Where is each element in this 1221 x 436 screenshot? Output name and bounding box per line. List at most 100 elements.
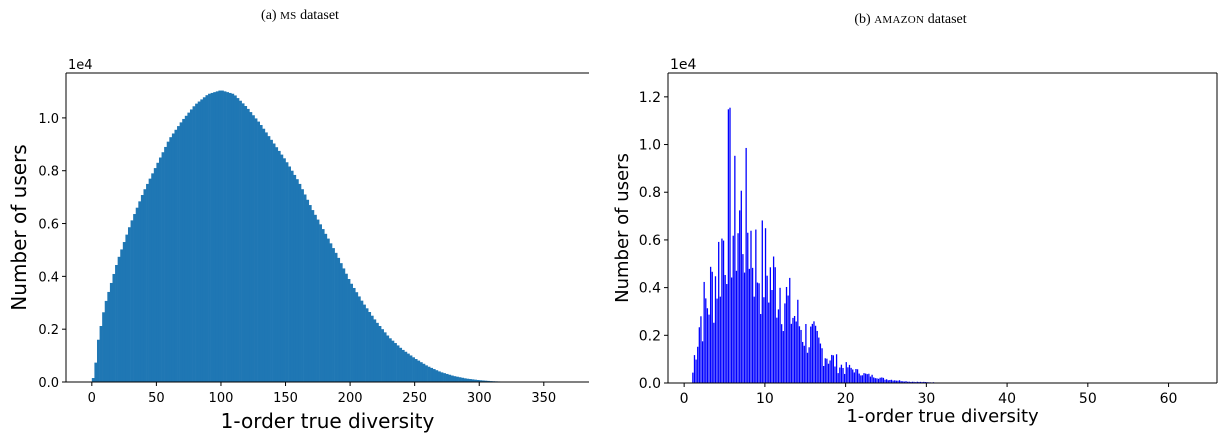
histogram-bar (474, 379, 477, 382)
histogram-bar (701, 341, 704, 383)
histogram-bar (127, 227, 131, 382)
histogram-bar (432, 369, 436, 382)
histogram-bar (743, 272, 746, 383)
histogram-bar (298, 183, 302, 382)
histogram-bar (368, 312, 372, 382)
histogram-bar (779, 287, 781, 383)
histogram-bar (814, 325, 817, 383)
y-axis-label: Number of users (612, 153, 633, 303)
histogram-bar (463, 378, 467, 382)
histogram-bar (711, 271, 713, 383)
histogram-bar (816, 330, 818, 383)
histogram-bar (866, 374, 868, 383)
histogram-bar (832, 355, 834, 383)
histogram-bar (844, 373, 846, 383)
histogram-bar (755, 229, 757, 383)
histogram-bar (781, 324, 783, 383)
histogram-bar (177, 126, 180, 382)
histogram-bar (845, 362, 847, 383)
histogram-bar (130, 220, 134, 382)
x-tick-label: 30 (917, 391, 935, 407)
histogram-bar (461, 377, 465, 382)
histogram-bar (737, 233, 739, 383)
histogram-bar (133, 214, 137, 382)
histogram-bar (774, 267, 776, 383)
x-tick-label: 60 (1160, 391, 1178, 407)
histogram-bar (887, 380, 889, 383)
histogram-bar (776, 317, 778, 383)
histogram-amazon: 0 10 20 30 40 50 60 0.0 0.2 0.4 0.6 0.8 1.0 1.2 1e4 1-o… (612, 57, 1218, 427)
histogram-bar (275, 147, 279, 382)
histogram-bar (719, 296, 721, 383)
histogram-bar (879, 377, 881, 383)
histogram-bar (751, 267, 754, 383)
histogram-bar (308, 205, 312, 382)
histogram-bar (313, 214, 317, 382)
histogram-bar (435, 370, 439, 382)
histogram-bar (223, 91, 227, 382)
histogram-bar (200, 99, 204, 383)
histogram-bar (161, 152, 165, 382)
histogram-bar (440, 372, 444, 382)
histogram-bar (437, 371, 441, 382)
histogram-bar (166, 141, 170, 382)
histogram-bar (834, 366, 836, 383)
histogram-bar (753, 296, 755, 383)
histogram-bar (793, 315, 796, 383)
histogram-bar (806, 352, 809, 383)
histogram-bar (808, 347, 810, 383)
histogram-bar (357, 296, 361, 382)
histogram-bar (819, 343, 822, 383)
histogram-bar (698, 327, 700, 383)
histogram-bar (285, 162, 289, 382)
histogram-bar (401, 349, 405, 382)
histogram-bar (239, 100, 242, 382)
y-tick-label: 0.2 (639, 328, 661, 344)
histogram-bar (445, 373, 449, 382)
histogram-bar (818, 337, 820, 383)
histogram-bar (290, 170, 294, 382)
histogram-bar (257, 121, 261, 382)
histogram-bar (823, 365, 825, 383)
histogram-bar (873, 377, 875, 383)
histogram-bar (466, 378, 470, 382)
histogram-bar (337, 257, 341, 382)
histogram-bar (215, 91, 219, 382)
histogram-bar (803, 345, 805, 383)
histogram-bar (228, 92, 232, 382)
histogram-bar (714, 276, 717, 383)
histogram-bar (766, 275, 768, 383)
histogram-bar (705, 298, 707, 383)
histogram-bar (730, 277, 733, 383)
histogram-bar (745, 147, 747, 383)
histogram-bar (869, 376, 872, 383)
histogram-bar (900, 381, 902, 383)
histogram-bar (112, 273, 116, 382)
y-tick-label: 1.0 (38, 112, 59, 127)
histogram-bar (734, 155, 736, 383)
histogram-bar (852, 369, 854, 383)
histogram-bar (226, 92, 230, 383)
histogram-bar (882, 377, 885, 383)
histogram-bar (831, 354, 833, 383)
histogram-bar (99, 326, 103, 382)
histogram-bar (342, 268, 346, 382)
histogram-bar (146, 183, 149, 382)
histogram-bar (713, 322, 715, 383)
histogram-bar (156, 162, 160, 382)
histogram-bar (324, 233, 328, 382)
histogram-bar (784, 303, 786, 383)
histogram-bar (750, 230, 752, 383)
histogram-bar (805, 324, 807, 383)
histogram-bar (861, 375, 864, 383)
histogram-bar (192, 106, 196, 383)
histogram-bar (448, 374, 452, 382)
histogram-bar (918, 381, 920, 383)
histogram-bar (758, 283, 760, 383)
x-tick-label: 0 (680, 391, 689, 407)
histogram-bar (140, 195, 144, 382)
histogram-bar (391, 340, 395, 382)
histogram-bar (771, 290, 773, 383)
histogram-bar (430, 367, 434, 382)
histogram-bar (135, 207, 139, 382)
